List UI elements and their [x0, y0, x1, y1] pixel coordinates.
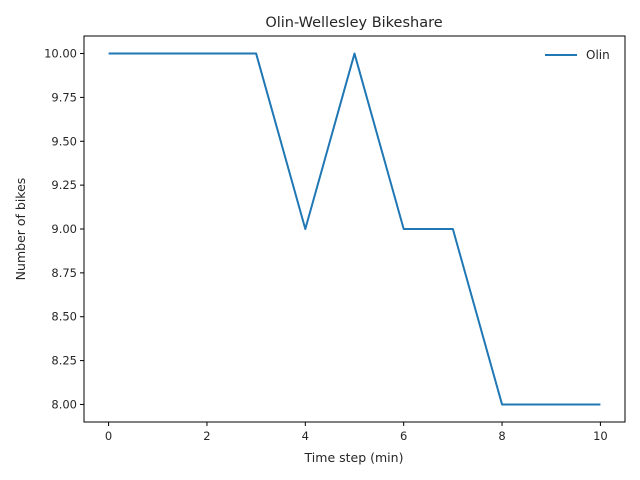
- x-axis-label: Time step (min): [304, 450, 404, 465]
- y-tick-label: 8.50: [51, 310, 77, 324]
- series-layer: [108, 52, 601, 406]
- y-axis-label: Number of bikes: [13, 178, 28, 281]
- y-tick-label: 8.00: [51, 397, 77, 411]
- x-tick-label: 2: [203, 429, 210, 443]
- x-tick-label: 0: [105, 429, 112, 443]
- x-tick-label: 4: [302, 429, 309, 443]
- chart-title: Olin-Wellesley Bikeshare: [265, 15, 442, 31]
- series-line-olin: [108, 52, 601, 406]
- y-axis-ticks: 8.00 8.25 8.50 8.75 9.00 9.25 9.50 9.75 10.00: [44, 47, 84, 411]
- y-tick-label: 9.00: [51, 222, 77, 236]
- legend-label: Olin: [586, 48, 610, 62]
- legend: Olin: [545, 48, 610, 62]
- x-tick-label: 10: [593, 429, 608, 443]
- plot-area: 0 2 4 6 8 10 8.00 8.25 8.50 8.75 9.00 9.25 9.50 9.75…: [44, 35, 626, 443]
- y-tick-label: 8.75: [51, 266, 77, 280]
- y-tick-label: 9.75: [51, 90, 77, 104]
- x-tick-label: 8: [498, 429, 505, 443]
- y-tick-label: 10.00: [44, 47, 77, 61]
- y-tick-label: 9.50: [51, 134, 77, 148]
- x-axis-ticks: 0 2 4 6 8 10: [105, 422, 608, 443]
- y-tick-label: 8.25: [51, 354, 77, 368]
- x-tick-label: 6: [400, 429, 407, 443]
- y-tick-label: 9.25: [51, 178, 77, 192]
